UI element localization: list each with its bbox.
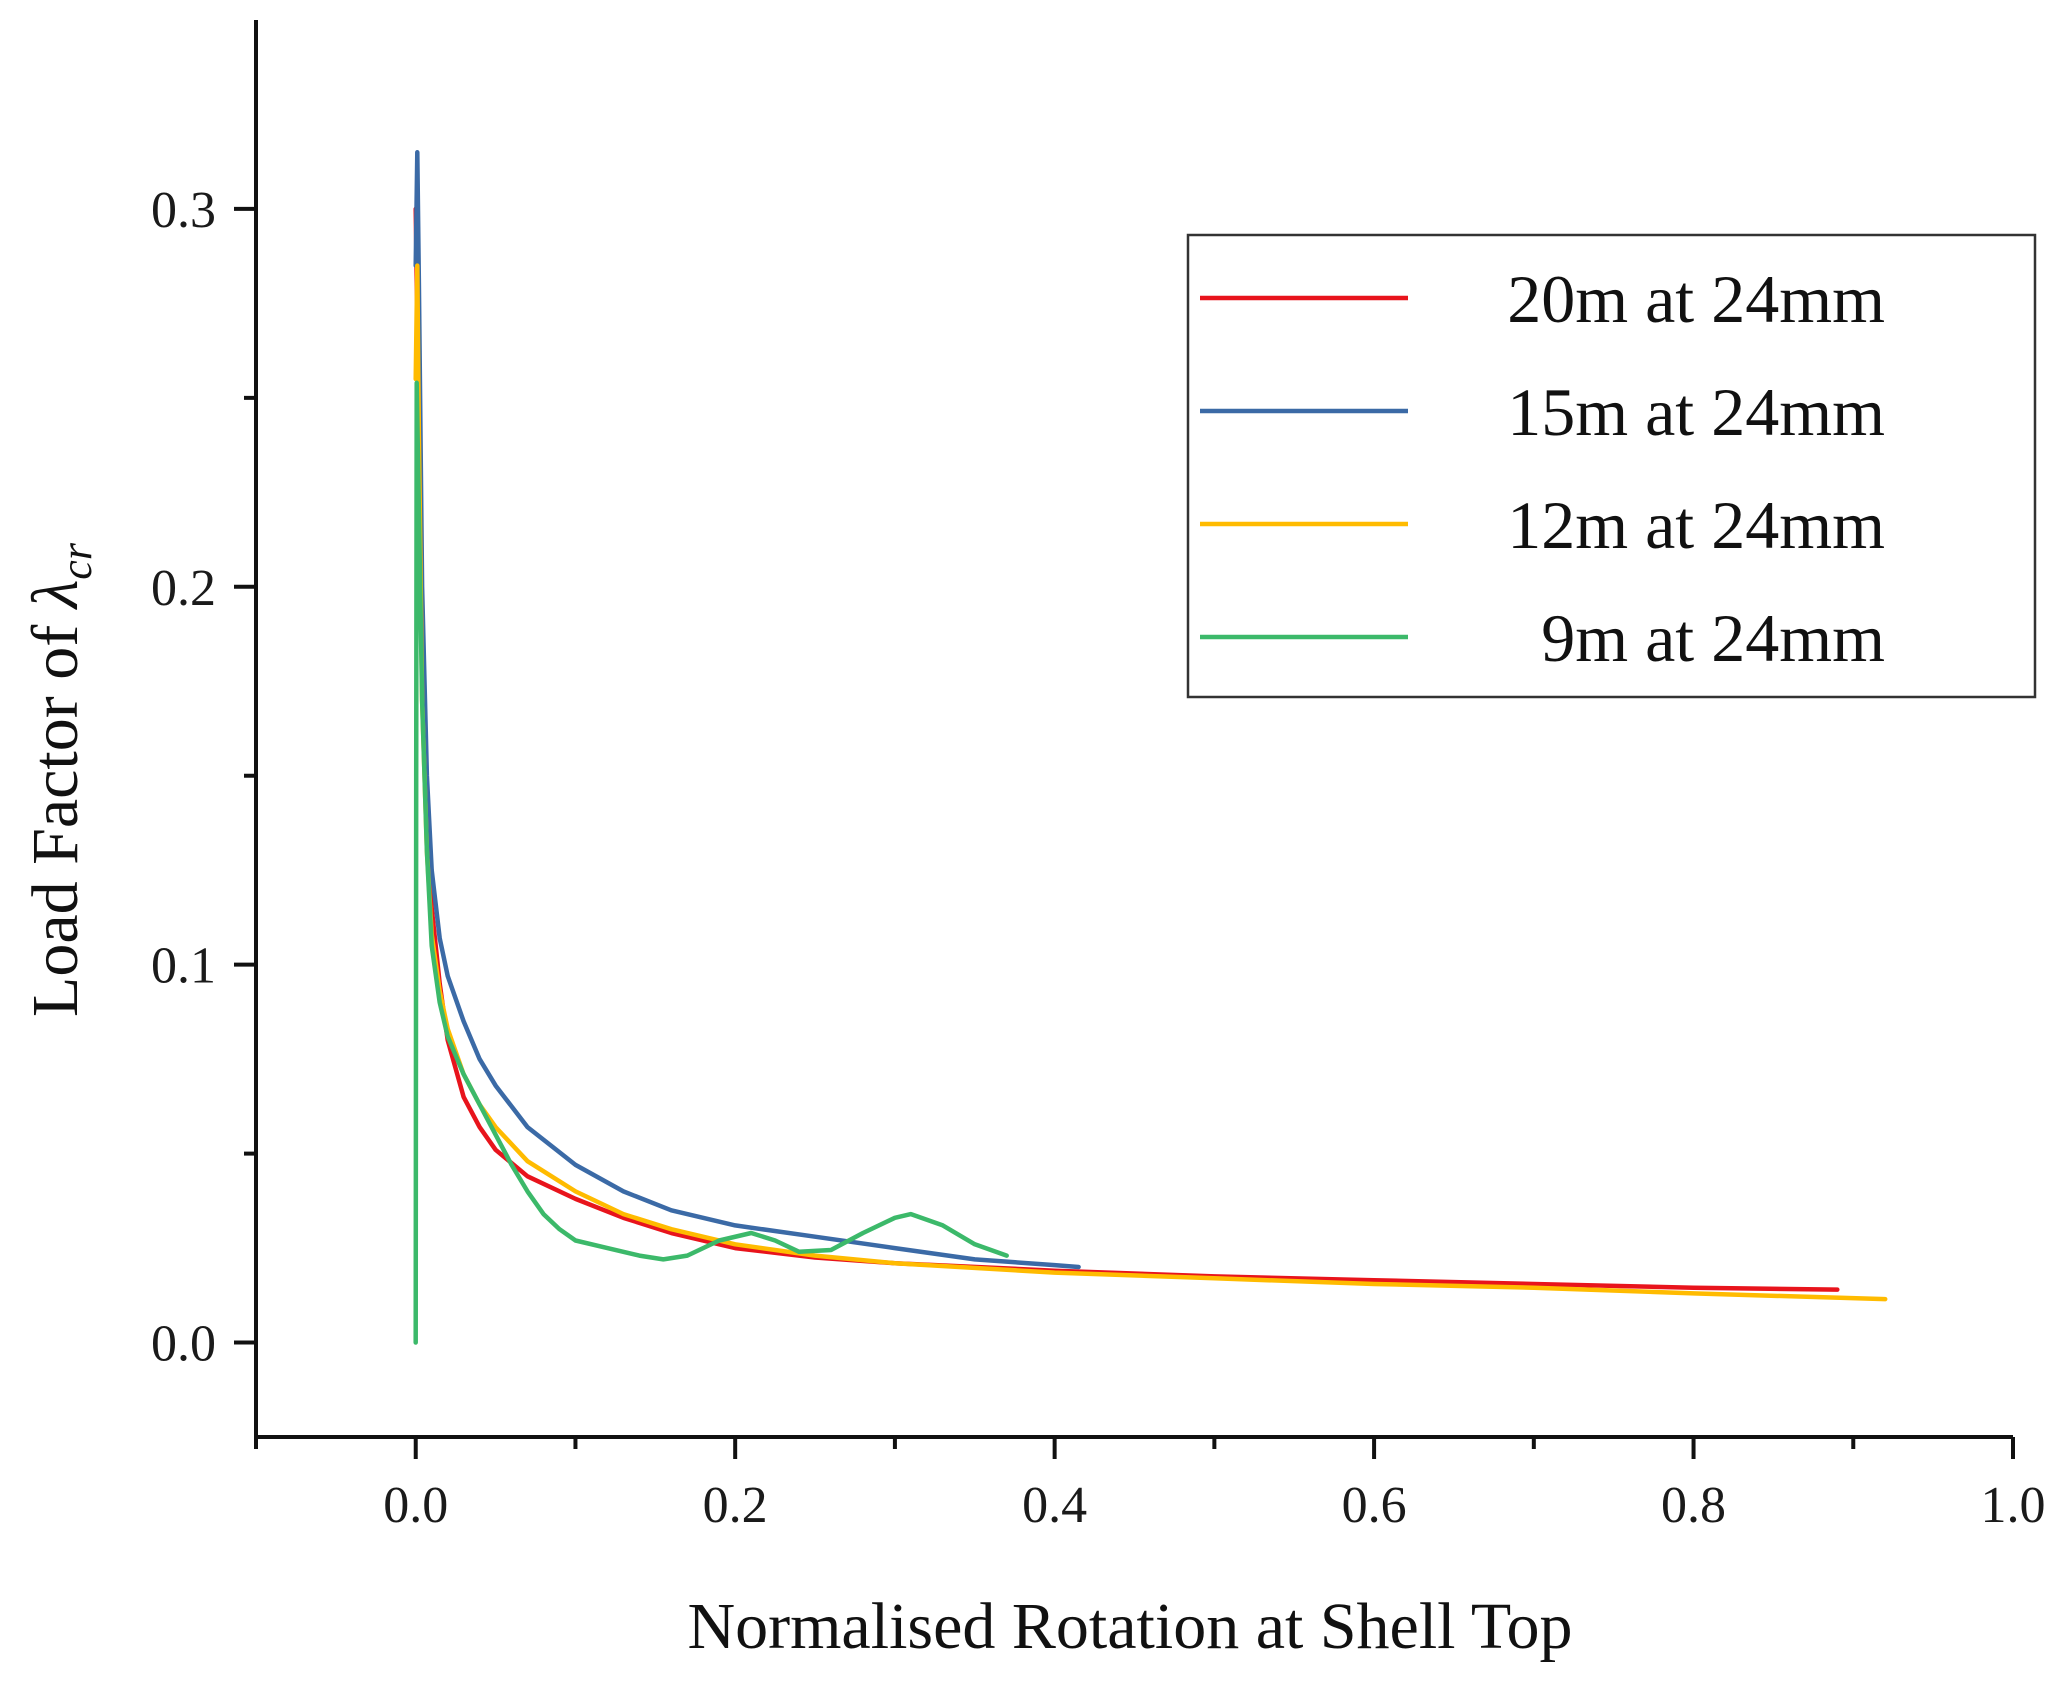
legend-label-9m-at-24mm: 9m at 24mm	[1541, 600, 1885, 676]
axes-layer	[254, 20, 2013, 1439]
ticks-layer: 0.0 0.2 0.4 0.6 0.8 1.0 0.0 0.1 0.2 0.3	[151, 182, 2046, 1534]
series-layer	[413, 150, 1888, 1345]
legend-entries: 20m at 24mm 15m at 24mm 12m at 24mm 9m at 2…	[1200, 261, 1885, 676]
x-tick-label: 0.8	[1661, 1477, 1726, 1534]
y-axis-title-symbol: λ	[19, 580, 92, 611]
legend-box	[1186, 233, 2037, 699]
y-tick-label: 0.2	[151, 560, 216, 617]
x-tick-label: 0.6	[1342, 1477, 1407, 1534]
legend-label-12m-at-24mm: 12m at 24mm	[1507, 487, 1885, 563]
legend: 20m at 24mm 15m at 24mm 12m at 24mm 9m at 2…	[1186, 233, 2037, 699]
legend-label-15m-at-24mm: 15m at 24mm	[1507, 374, 1885, 450]
y-axis-title-subscript: cr	[52, 542, 101, 580]
y-axis-title: Load Factor of λcr	[19, 542, 101, 1017]
y-axis-title-prefix: Load Factor of	[19, 608, 92, 1017]
y-tick-label: 0.0	[151, 1316, 216, 1373]
x-tick-label: 1.0	[1981, 1477, 2046, 1534]
y-tick-label: 0.1	[151, 938, 216, 995]
series-line-15m-at-24mm	[413, 150, 1081, 1270]
x-axis-title: Normalised Rotation at Shell Top	[687, 1590, 1572, 1663]
series-line-9m-at-24mm	[413, 380, 1009, 1345]
x-tick-label: 0.0	[383, 1477, 448, 1534]
x-tick-label: 0.2	[703, 1477, 768, 1534]
y-tick-label: 0.3	[151, 182, 216, 239]
x-tick-label: 0.4	[1022, 1477, 1087, 1534]
legend-label-20m-at-24mm: 20m at 24mm	[1507, 261, 1885, 337]
